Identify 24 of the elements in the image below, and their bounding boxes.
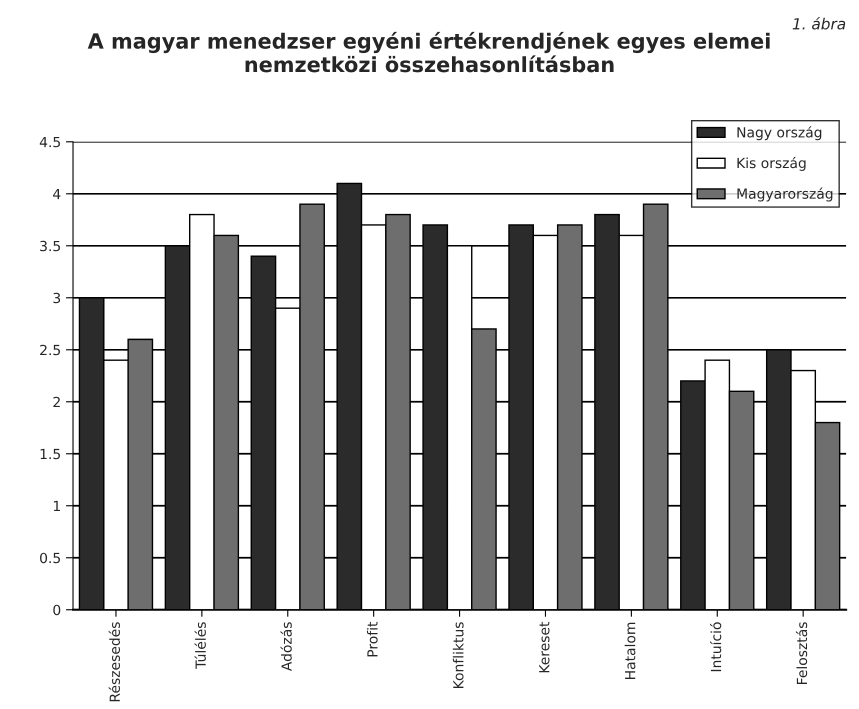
y-tick-label: 4 [53,188,60,200]
x-tick-label: Konfliktus [452,622,464,688]
legend-label: Kis ország [737,156,806,171]
y-tick-label: 1.5 [40,448,60,460]
x-tick-label: Adózás [280,622,292,672]
y-tick-label: 4.5 [40,136,60,148]
x-tick-label: Kereset [539,622,550,672]
x-tick-label: Túlélés [194,622,206,669]
y-tick-label: 3 [53,292,60,304]
x-tick-label: Hatalom [624,622,636,679]
x-tick-label: Intuíció [710,622,722,672]
legend-label: Nagy ország [737,126,822,140]
y-tick-label: 2.5 [40,344,60,356]
chart-title: A magyar menedzser egyéni értékrendjének egyes elemei nemzetközi összehasonlításban [88,32,770,72]
y-tick-label: 0 [53,604,60,616]
x-tick-label: Profit [366,622,378,656]
y-tick-label: 1 [54,500,60,512]
x-tick-label: Részesedés [108,622,120,702]
legend-label: Magyarország [737,188,832,202]
text: 1. ábra [792,17,846,30]
y-tick-label: 3.5 [40,240,60,252]
x-tick-label: Felosztás [796,622,808,684]
y-tick-label: 0.5 [40,552,60,564]
y-tick-label: 2 [53,396,60,408]
